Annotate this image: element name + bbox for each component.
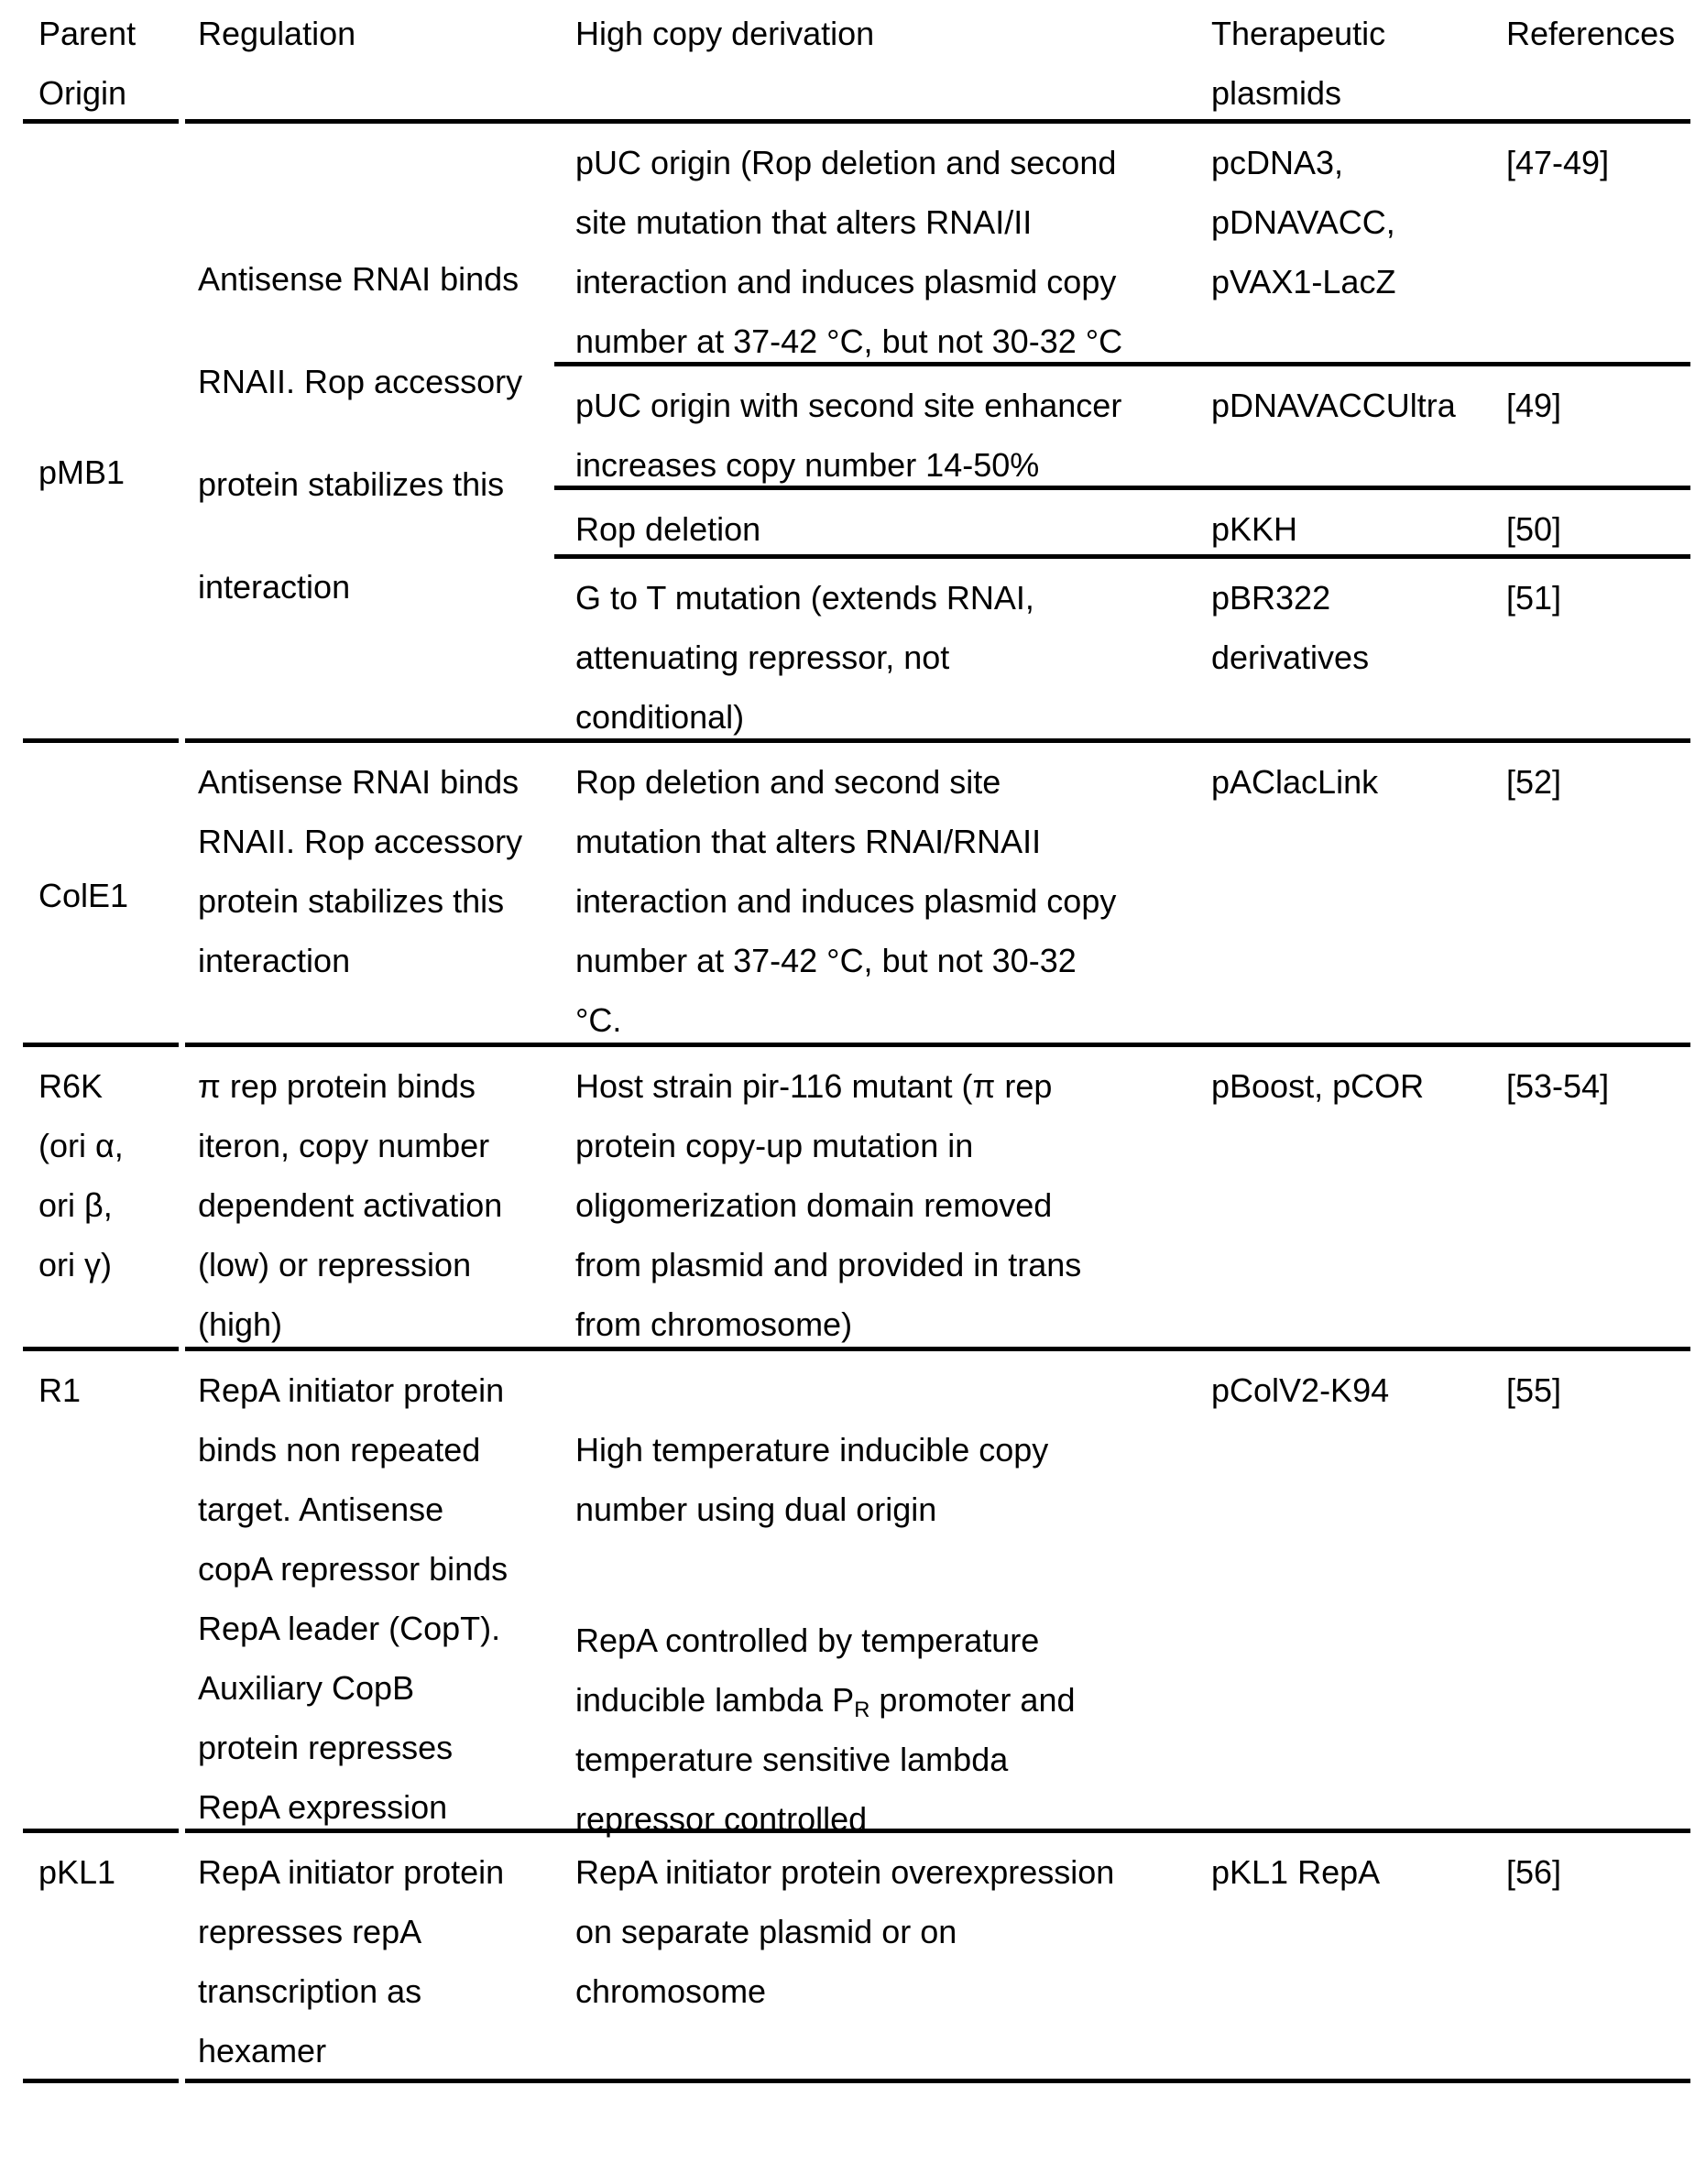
cell-pkl1-plasmids: pKL1 RepA (1211, 1853, 1381, 1891)
cell-pmb1-parent: pMB1 (23, 124, 179, 743)
pkl1-row-rule-left-segment (23, 1829, 179, 1833)
pmb1-subrow-separator-2 (554, 486, 1690, 490)
cell-r6k-regulation: π rep protein binds iteron, copy number … (198, 1067, 503, 1343)
cell-pmb1-derivation-4: G to T mutation (extends RNAI, attenuati… (575, 579, 1034, 736)
pmb1-subrow-separator-3 (554, 554, 1690, 559)
cell-pmb1-plasmids-4: pBR322 derivatives (1211, 579, 1370, 676)
r1-derivation-paragraph-2: RepA controlled by temperature inducible… (575, 1611, 1185, 1849)
cell-pmb1-plasmids-2: pDNAVACCUltra (1211, 387, 1456, 424)
cell-r6k-references: [53-54] (1506, 1067, 1610, 1105)
column-header-parent-origin: Parent Origin (38, 15, 137, 112)
cell-pkl1-parent: pKL1 (38, 1853, 116, 1891)
cell-r1-references: [55] (1506, 1371, 1562, 1409)
cell-pmb1-derivation-1: pUC origin (Rop deletion and second site… (575, 144, 1123, 360)
r6k-row-rule-left-segment (23, 1043, 179, 1047)
cell-r6k-parent: R6K (ori α, ori β, ori γ) (38, 1067, 124, 1283)
cell-r1-derivation: High temperature inducible copy number u… (559, 1351, 1188, 1838)
text-run: RepA controlled by temperature inducible… (575, 1622, 1040, 1719)
pmb1-subrow-separator-1 (554, 362, 1690, 366)
cell-r6k-derivation: Host strain pir-116 mutant (π rep protei… (575, 1067, 1082, 1343)
cell-r1-regulation: RepA initiator protein binds non repeate… (198, 1371, 508, 1826)
cell-r1-plasmids: pColV2-K94 (1211, 1371, 1390, 1409)
cell-pmb1-references-3: [50] (1506, 510, 1562, 548)
header-rule-left-segment (23, 119, 179, 124)
cell-pmb1-derivation-2: pUC origin with second site enhancer inc… (575, 387, 1122, 484)
r1-row-rule-left-segment (23, 1347, 179, 1351)
cell-pmb1-references-2: [49] (1506, 387, 1562, 424)
cell-r6k-plasmids: pBoost, pCOR (1211, 1067, 1425, 1105)
plasmid-origins-table: Parent Origin Regulation High copy deriv… (23, 0, 1690, 2083)
r1-derivation-paragraph-1: High temperature inducible copy number u… (575, 1431, 1049, 1528)
pkl1-row-rule-right-segment (185, 1829, 1690, 1833)
table-bottom-rule-right-segment (185, 2079, 1690, 2083)
header-rule-right-segment (185, 119, 1690, 124)
parent-origin-label: pMB1 (38, 453, 126, 491)
cell-cole1-parent: ColE1 (23, 743, 179, 1047)
cell-cole1-references: [52] (1506, 763, 1562, 801)
table-bottom-rule-left-segment (23, 2079, 179, 2083)
cell-pkl1-regulation: RepA initiator protein represses repA tr… (198, 1853, 505, 2069)
lambda-pr-promoter-subscript: R (854, 1697, 870, 1722)
r6k-row-rule-right-segment (185, 1043, 1690, 1047)
cole1-row-rule-right-segment (185, 738, 1690, 743)
cell-pmb1-regulation: Antisense RNAI binds RNAII. Rop accessor… (179, 124, 559, 743)
parent-origin-label: ColE1 (38, 876, 129, 914)
cell-pmb1-derivation-3: Rop deletion (575, 510, 761, 548)
cell-cole1-plasmids: pAClacLink (1211, 763, 1379, 801)
cole1-row-rule-left-segment (23, 738, 179, 743)
cell-pkl1-derivation: RepA initiator protein overexpression on… (575, 1853, 1115, 2010)
r1-row-rule-right-segment (185, 1347, 1690, 1351)
column-header-therapeutic-plasmids: Therapeutic plasmids (1211, 15, 1386, 112)
cell-pmb1-references-1: [47-49] (1506, 144, 1610, 181)
cell-pmb1-plasmids-1: pcDNA3, pDNAVACC, pVAX1-LacZ (1211, 144, 1396, 300)
cell-r1-parent: R1 (38, 1371, 82, 1409)
column-header-regulation: Regulation (198, 15, 356, 52)
cell-pmb1-plasmids-3: pKKH (1211, 510, 1298, 548)
column-header-high-copy-derivation: High copy derivation (575, 15, 875, 52)
column-header-references: References (1506, 15, 1676, 52)
cell-pmb1-references-4: [51] (1506, 579, 1562, 617)
cell-cole1-regulation: Antisense RNAI binds RNAII. Rop accessor… (198, 763, 523, 979)
cell-cole1-derivation: Rop deletion and second site mutation th… (575, 763, 1117, 1039)
regulation-text: Antisense RNAI binds RNAII. Rop accessor… (198, 260, 523, 606)
cell-pkl1-references: [56] (1506, 1853, 1562, 1891)
